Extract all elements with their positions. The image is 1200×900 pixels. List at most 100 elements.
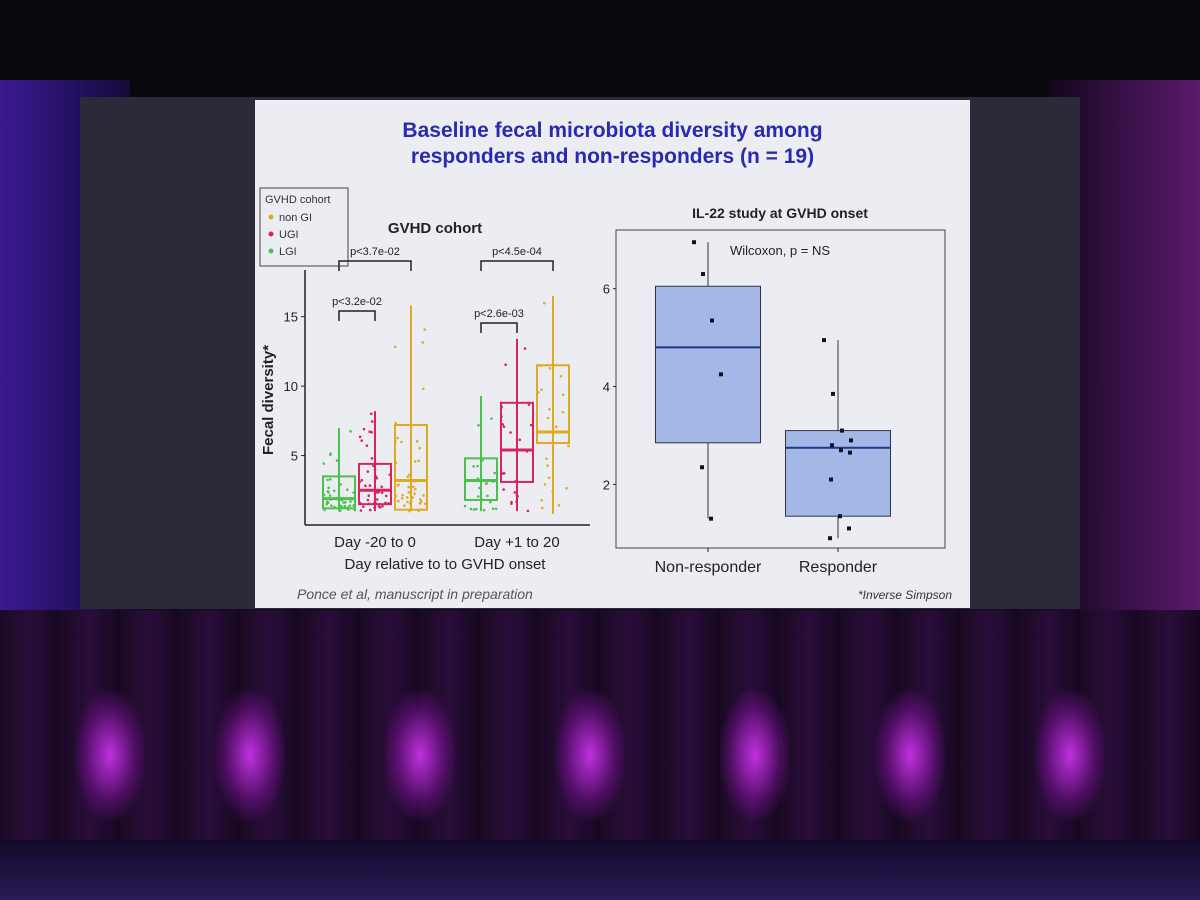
data-point bbox=[369, 412, 373, 416]
legend-marker bbox=[268, 248, 274, 254]
data-point bbox=[323, 508, 326, 512]
data-point bbox=[344, 500, 347, 504]
data-point bbox=[527, 403, 531, 406]
data-point bbox=[848, 450, 852, 455]
y-tick-label: 6 bbox=[603, 282, 610, 297]
data-point bbox=[327, 486, 330, 490]
gvhd-cohort-boxplot: GVHD cohort GVHD cohort non GI UGI LGI 5 10 15 F… bbox=[259, 187, 590, 573]
data-point bbox=[366, 498, 370, 502]
data-point bbox=[502, 488, 505, 491]
chart-title: GVHD cohort bbox=[388, 220, 482, 237]
data-point bbox=[486, 494, 489, 498]
data-point bbox=[360, 478, 364, 482]
data-point bbox=[475, 507, 478, 511]
box-non-GI bbox=[394, 424, 428, 511]
data-point bbox=[710, 318, 714, 323]
data-point bbox=[518, 438, 522, 442]
data-point bbox=[548, 367, 552, 370]
data-point bbox=[400, 440, 403, 444]
data-point bbox=[366, 470, 370, 473]
legend-entry: non GI bbox=[279, 212, 312, 224]
data-point bbox=[482, 508, 486, 512]
data-point bbox=[463, 504, 467, 508]
data-point bbox=[849, 438, 853, 443]
data-point bbox=[418, 502, 422, 505]
p-value-label: p<3.7e-02 bbox=[350, 246, 400, 258]
data-point bbox=[540, 498, 544, 502]
data-point bbox=[384, 494, 388, 498]
data-point bbox=[413, 492, 416, 496]
title-line-2: responders and non-responders (n = 19) bbox=[410, 145, 815, 168]
legend-entry: LGI bbox=[279, 246, 297, 258]
box-LGI bbox=[322, 475, 356, 510]
data-point bbox=[488, 500, 492, 504]
data-point bbox=[692, 240, 696, 245]
data-point bbox=[332, 489, 336, 493]
data-point bbox=[504, 363, 507, 367]
data-point bbox=[359, 509, 363, 512]
data-point bbox=[501, 472, 505, 475]
slide-title: Baseline fecal microbiota diversity amon… bbox=[255, 118, 970, 170]
data-point bbox=[509, 431, 512, 434]
box-UGI bbox=[358, 462, 392, 506]
data-point bbox=[513, 491, 517, 494]
data-point bbox=[830, 443, 834, 448]
y-axis-label: Fecal diversity* bbox=[260, 345, 277, 455]
p-value-label: p<3.2e-02 bbox=[332, 296, 382, 308]
data-point bbox=[370, 430, 373, 434]
data-point bbox=[540, 506, 544, 510]
data-point bbox=[476, 464, 479, 468]
legend-entry: UGI bbox=[279, 229, 299, 241]
legend-title: GVHD cohort bbox=[265, 194, 330, 206]
legend-box bbox=[259, 187, 349, 267]
data-point bbox=[501, 423, 504, 426]
data-point bbox=[561, 410, 565, 414]
stage-light bbox=[75, 690, 145, 820]
data-point bbox=[719, 372, 723, 377]
chart-title: IL-22 study at GVHD onset bbox=[692, 205, 868, 221]
data-point bbox=[828, 536, 832, 541]
box-UGI bbox=[500, 401, 534, 483]
data-point bbox=[543, 301, 546, 305]
data-point bbox=[491, 507, 495, 511]
data-point bbox=[412, 485, 415, 489]
citation: Ponce et al, manuscript in preparation bbox=[297, 586, 533, 602]
data-point bbox=[368, 484, 372, 487]
data-point bbox=[493, 471, 497, 475]
stage-light bbox=[385, 690, 455, 820]
data-point bbox=[326, 478, 329, 482]
significance-bracket bbox=[480, 322, 518, 333]
data-point bbox=[358, 435, 362, 439]
data-point bbox=[329, 477, 332, 481]
data-point bbox=[421, 387, 425, 391]
y-tick-label: 4 bbox=[603, 380, 610, 395]
il22-boxplot: IL-22 study at GVHD onset Wilcoxon, p = N… bbox=[603, 205, 946, 576]
y-tick-label: 5 bbox=[291, 449, 298, 464]
data-point bbox=[490, 417, 493, 420]
data-point bbox=[510, 500, 513, 504]
data-point bbox=[419, 500, 423, 503]
data-point bbox=[476, 495, 480, 498]
data-point bbox=[701, 272, 705, 277]
stage-light bbox=[720, 690, 790, 820]
data-point bbox=[417, 459, 420, 463]
data-point bbox=[377, 505, 381, 508]
data-point bbox=[847, 526, 851, 531]
data-point bbox=[840, 428, 844, 433]
data-point bbox=[362, 427, 366, 431]
data-point bbox=[413, 460, 417, 463]
test-annotation: Wilcoxon, p = NS bbox=[730, 243, 830, 258]
data-point bbox=[364, 484, 367, 488]
data-point bbox=[839, 448, 843, 453]
data-point bbox=[396, 436, 399, 440]
y-tick-label: 2 bbox=[603, 477, 610, 492]
stage-light bbox=[1035, 690, 1105, 820]
data-point bbox=[370, 457, 374, 460]
data-point bbox=[349, 500, 352, 503]
p-value-label: p<2.6e-03 bbox=[474, 308, 524, 320]
slide: Baseline fecal microbiota diversity amon… bbox=[255, 100, 970, 608]
x-tick-label: Day +1 to 20 bbox=[474, 534, 559, 551]
box-non-GI bbox=[536, 364, 570, 445]
data-point bbox=[494, 507, 498, 511]
y-tick-label: 10 bbox=[284, 379, 298, 394]
